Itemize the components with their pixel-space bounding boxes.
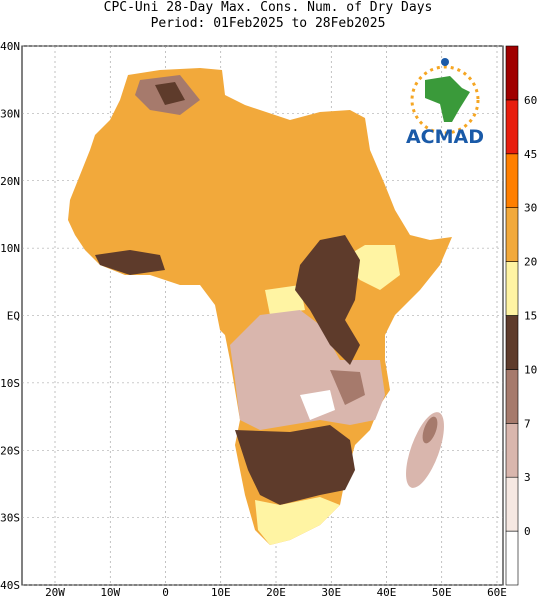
colorbar-label: 7	[524, 417, 531, 430]
colorbar-bin	[505, 261, 519, 316]
lon-label: 10W	[100, 586, 120, 599]
colorbar-bin	[505, 153, 519, 209]
lat-label: EQ	[7, 310, 20, 323]
colorbar-label: 3	[524, 471, 531, 484]
colorbar-label: 0	[524, 525, 531, 538]
lat-label: 20S	[0, 444, 20, 457]
lat-label: 30S	[0, 512, 20, 525]
colorbar-label: 20	[524, 256, 537, 269]
lon-label: 0	[162, 586, 169, 599]
lon-label: 10E	[211, 586, 231, 599]
lat-label: 20N	[0, 175, 20, 188]
lon-label: 30E	[321, 586, 341, 599]
subtitle: Period: 01Feb2025 to 28Feb2025	[151, 16, 386, 31]
logo: ACMAD	[406, 58, 484, 148]
logo-text: ACMAD	[406, 126, 484, 148]
colorbar-bin	[505, 99, 519, 155]
colorbar-label: 10	[524, 363, 537, 376]
colorbar-bin	[505, 315, 519, 370]
lon-label: 50E	[432, 586, 452, 599]
africa	[68, 68, 452, 545]
title: CPC-Uni 28-Day Max. Cons. Num. of Dry Da…	[104, 0, 433, 15]
colorbar: 0 3 7 10 15 20 30 45 60	[505, 45, 537, 586]
lon-label: 60E	[487, 586, 507, 599]
colorbar-bin	[505, 476, 519, 532]
colorbar-bin	[505, 530, 519, 586]
colorbar-label: 60	[524, 94, 537, 107]
lat-label: 10S	[0, 377, 20, 390]
colorbar-bin	[505, 45, 519, 101]
lat-label: 30N	[0, 107, 20, 120]
colorbar-label: 30	[524, 202, 537, 215]
colorbar-bin	[505, 207, 519, 262]
lat-label: 10N	[0, 242, 20, 255]
colorbar-label: 15	[524, 310, 537, 323]
lon-label: 20E	[266, 586, 286, 599]
colorbar-bin	[505, 422, 519, 478]
lon-label: 20W	[45, 586, 65, 599]
colorbar-label: 45	[524, 148, 537, 161]
lat-label: 40N	[0, 40, 20, 53]
lon-label: 40E	[377, 586, 397, 599]
lat-label: 40S	[0, 579, 20, 592]
colorbar-bin	[505, 369, 519, 424]
